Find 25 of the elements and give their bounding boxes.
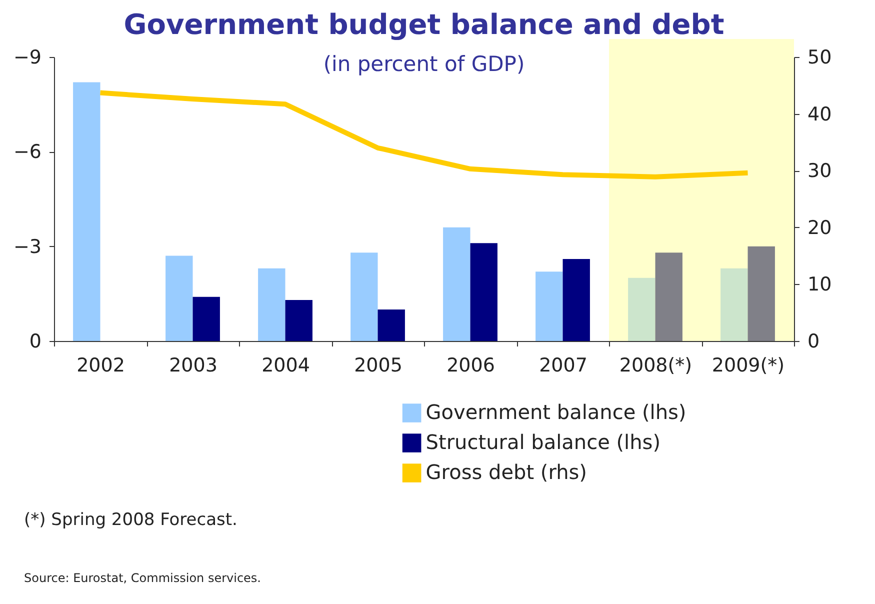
x-tick-label: 2004 (262, 354, 310, 376)
y2-tick-label: 0 (808, 330, 820, 352)
x-tick-label: 2008(*) (619, 354, 692, 376)
y-tick-label: −9 (13, 46, 42, 68)
x-tick-label: 2007 (539, 354, 588, 376)
y2-tick-label: 40 (808, 103, 832, 126)
y2-tick-label: 20 (808, 216, 832, 239)
legend-label: Gross debt (rhs) (426, 460, 587, 484)
y2-tick-label: 30 (808, 160, 832, 182)
x-tick-label: 2002 (76, 354, 125, 376)
y2-tick-label: 50 (808, 46, 832, 68)
legend-label: Structural balance (lhs) (426, 430, 661, 454)
y-tick-label: −6 (13, 141, 42, 164)
x-tick-label: 2009(*) (712, 354, 785, 376)
chart-title: Government budget balance and debt (124, 8, 724, 41)
x-tick-label: 2003 (169, 354, 218, 376)
chart-subtitle: (in percent of GDP) (323, 52, 525, 76)
x-tick-label: 2005 (354, 354, 402, 376)
text: (*) Spring 2008 Forecast. (24, 510, 238, 530)
x-tick-label: 2006 (446, 354, 495, 376)
source-note: Source: Eurostat, Commission services. (24, 571, 261, 585)
y-tick-label: 0 (29, 330, 42, 352)
y2-tick-label: 10 (808, 274, 832, 296)
y-tick-label: −3 (13, 236, 42, 258)
legend-label: Government balance (lhs) (426, 400, 686, 424)
